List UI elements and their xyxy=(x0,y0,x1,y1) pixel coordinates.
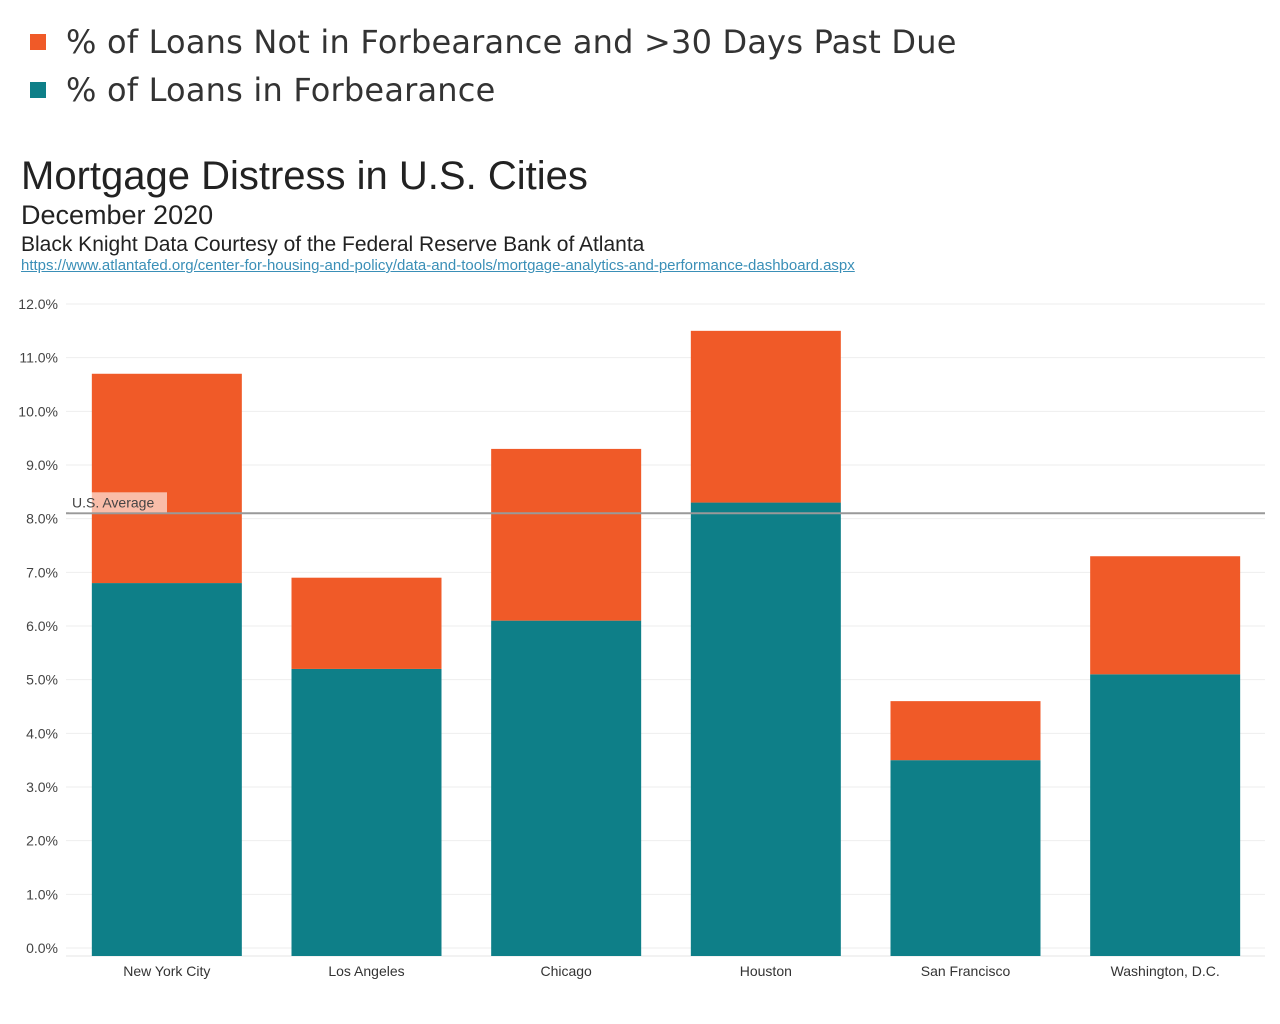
bar-past-due xyxy=(291,577,442,669)
y-tick-label: 12.0% xyxy=(18,296,58,312)
bar-layer xyxy=(91,330,1241,956)
x-category-label: Los Angeles xyxy=(328,963,404,979)
bar-forbearance xyxy=(91,583,242,956)
bar-forbearance xyxy=(491,620,642,956)
y-tick-label: 6.0% xyxy=(26,618,58,634)
bar-past-due xyxy=(91,373,242,584)
bar-forbearance xyxy=(690,502,841,956)
us-average-label: U.S. Average xyxy=(72,494,154,510)
x-category-label: Washington, D.C. xyxy=(1111,963,1220,979)
chart-titles: Mortgage Distress in U.S. Cities Decembe… xyxy=(21,152,855,274)
y-tick-label: 0.0% xyxy=(26,940,58,956)
bar-past-due xyxy=(1090,556,1241,675)
x-category-label: New York City xyxy=(123,963,210,979)
y-tick-label: 10.0% xyxy=(18,403,58,419)
us-average-label-bg xyxy=(69,492,167,513)
y-tick-label: 5.0% xyxy=(26,672,58,688)
x-category-label: Chicago xyxy=(540,963,592,979)
source-link[interactable]: https://www.atlantafed.org/center-for-ho… xyxy=(21,257,855,274)
y-tick-label: 11.0% xyxy=(19,350,58,366)
y-tick-label: 9.0% xyxy=(26,457,58,473)
legend-label-past-due: % of Loans Not in Forbearance and >30 Da… xyxy=(66,23,957,61)
y-tick-label: 8.0% xyxy=(26,511,58,527)
bar-past-due xyxy=(491,448,642,621)
y-tick-label: 3.0% xyxy=(26,779,58,795)
y-tick-label: 1.0% xyxy=(26,886,58,902)
bar-past-due xyxy=(890,701,1041,761)
chart-source: Black Knight Data Courtesy of the Federa… xyxy=(21,233,645,256)
legend-item-past-due: % of Loans Not in Forbearance and >30 Da… xyxy=(30,18,957,66)
y-axis: 0.0% 1.0% 2.0% 3.0% 4.0% 5.0% 6.0% 7.0% 8.0% 9.0%… xyxy=(18,296,1265,957)
bar-past-due xyxy=(690,330,841,503)
grid-layer xyxy=(66,303,1265,949)
legend-label-forbearance: % of Loans in Forbearance xyxy=(66,71,496,109)
bar-forbearance xyxy=(291,668,442,956)
legend: % of Loans Not in Forbearance and >30 Da… xyxy=(30,18,957,114)
legend-swatch-past-due xyxy=(30,34,46,50)
chart-title: Mortgage Distress in U.S. Cities xyxy=(21,154,588,198)
legend-item-forbearance: % of Loans in Forbearance xyxy=(30,66,957,114)
y-tick-label: 4.0% xyxy=(26,725,58,741)
x-axis: New York City Los Angeles Chicago Houston Sa… xyxy=(123,963,1220,979)
x-category-label: San Francisco xyxy=(921,963,1011,979)
bar-forbearance xyxy=(890,760,1041,956)
x-category-label: Houston xyxy=(740,963,792,979)
chart-subtitle: December 2020 xyxy=(21,200,214,230)
bar-forbearance xyxy=(1090,674,1241,956)
reference-layer: U.S. Average xyxy=(66,492,1265,515)
y-tick-label: 7.0% xyxy=(26,564,58,580)
legend-swatch-forbearance xyxy=(30,82,46,98)
y-tick-label: 2.0% xyxy=(26,833,58,849)
